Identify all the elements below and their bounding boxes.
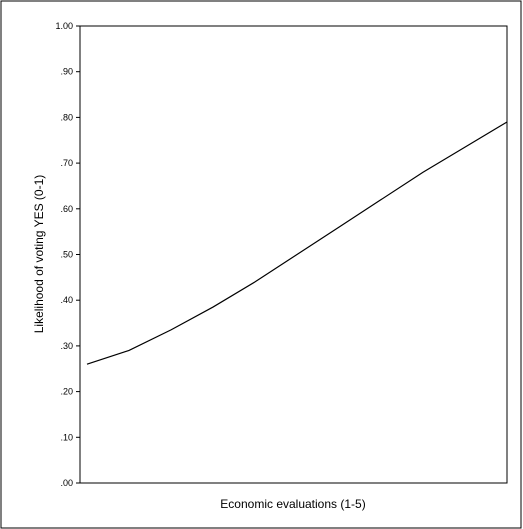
y-tick-label: .30 [60, 341, 73, 351]
y-tick-label: .90 [60, 67, 73, 77]
y-axis-title: Likelihood of voting YES (0-1) [32, 175, 46, 334]
y-axis-ticks: .00 .10 .20 .30 .40 .50 .60 .70 .80 .90 1.00 [55, 21, 80, 488]
y-tick-label: 1.00 [55, 21, 73, 31]
y-tick-label: .40 [60, 295, 73, 305]
plot-area [79, 25, 508, 484]
x-axis-title: Economic evaluations (1-5) [220, 497, 365, 511]
series-line [86, 121, 508, 365]
y-tick-label: .50 [60, 250, 73, 260]
y-tick-label: .60 [60, 204, 73, 214]
y-tick-label: .80 [60, 112, 73, 122]
y-tick-label: .20 [60, 387, 73, 397]
y-tick-label: .00 [60, 478, 73, 488]
y-tick-label: .10 [60, 432, 73, 442]
y-tick-label: .70 [60, 158, 73, 168]
